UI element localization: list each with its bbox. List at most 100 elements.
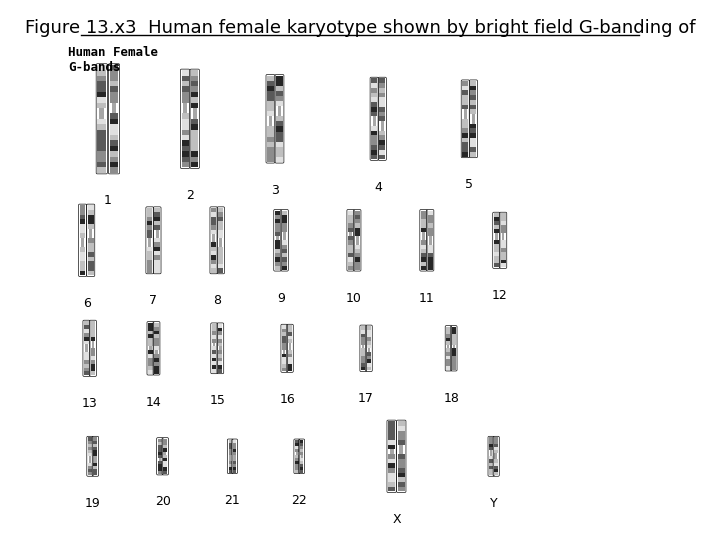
Bar [495,450,498,453]
Bar [372,112,377,117]
Bar [211,217,216,221]
Bar [462,100,468,105]
Bar [109,86,118,92]
Bar [94,437,97,441]
Bar [218,324,222,328]
Bar [163,461,167,464]
Bar [282,325,287,329]
Bar [283,236,286,240]
Bar [447,345,449,348]
Bar [495,456,498,460]
Bar [181,140,189,146]
Bar [278,106,282,111]
Bar [367,367,371,370]
Bar [452,338,456,341]
Bar [388,472,395,477]
Bar [97,70,106,76]
Bar [276,76,283,80]
Bar [275,215,280,219]
Bar [500,229,505,233]
Bar [158,464,162,468]
Bar [89,460,91,463]
Bar [355,253,360,257]
Bar [428,253,433,257]
Bar [361,356,365,360]
Bar [462,86,468,90]
Bar [494,244,499,248]
Bar [398,426,405,430]
Bar [212,361,217,365]
Bar [155,268,160,273]
Bar [282,343,287,347]
Bar [462,133,468,138]
Bar [398,458,405,463]
Bar [398,463,405,468]
Bar [88,472,92,475]
Bar [94,444,97,447]
Bar [192,146,198,151]
Bar [421,257,426,261]
Bar [379,107,385,112]
Bar [421,261,426,266]
Bar [228,449,232,452]
Bar [452,348,456,352]
Bar [192,157,198,162]
Bar [421,266,426,270]
Bar [218,328,222,332]
Bar [462,81,468,86]
Bar [88,210,94,214]
Bar [355,215,360,219]
Bar [84,337,89,341]
Bar [470,81,476,86]
Bar [282,354,287,357]
Bar [109,140,118,146]
Bar [229,455,231,458]
Bar [283,232,286,236]
Bar [84,368,89,372]
Bar [355,261,360,266]
Bar [282,219,287,224]
Bar [228,461,232,464]
Bar [97,103,106,108]
Bar [421,211,426,215]
Text: 2: 2 [186,189,194,202]
Bar [388,430,395,435]
Bar [158,468,162,471]
Bar [218,234,223,238]
Bar [88,271,94,275]
Bar [300,467,303,470]
Bar [154,323,158,327]
Bar [288,350,292,354]
Bar [211,225,216,229]
Bar [400,449,403,454]
Bar [211,242,216,247]
Bar [398,440,405,444]
Bar [269,122,272,126]
Bar [211,212,216,217]
Bar [275,224,280,227]
Bar [452,363,456,366]
Bar [388,468,395,472]
Bar [228,467,232,470]
Bar [421,249,426,253]
Bar [91,325,95,329]
Bar [158,455,162,458]
Bar [84,356,89,360]
Bar [267,132,274,137]
Bar [462,124,468,128]
Bar [181,76,189,81]
Bar [155,242,160,247]
Bar [275,219,280,224]
Bar [276,80,283,86]
Bar [192,140,198,146]
Bar [470,100,476,105]
Bar [282,245,287,249]
Bar [462,119,468,124]
Bar [446,352,450,355]
Bar [88,224,94,228]
Bar [361,348,365,352]
Bar [148,362,153,366]
Bar [192,76,198,81]
Bar [348,253,353,257]
Bar [148,323,153,327]
